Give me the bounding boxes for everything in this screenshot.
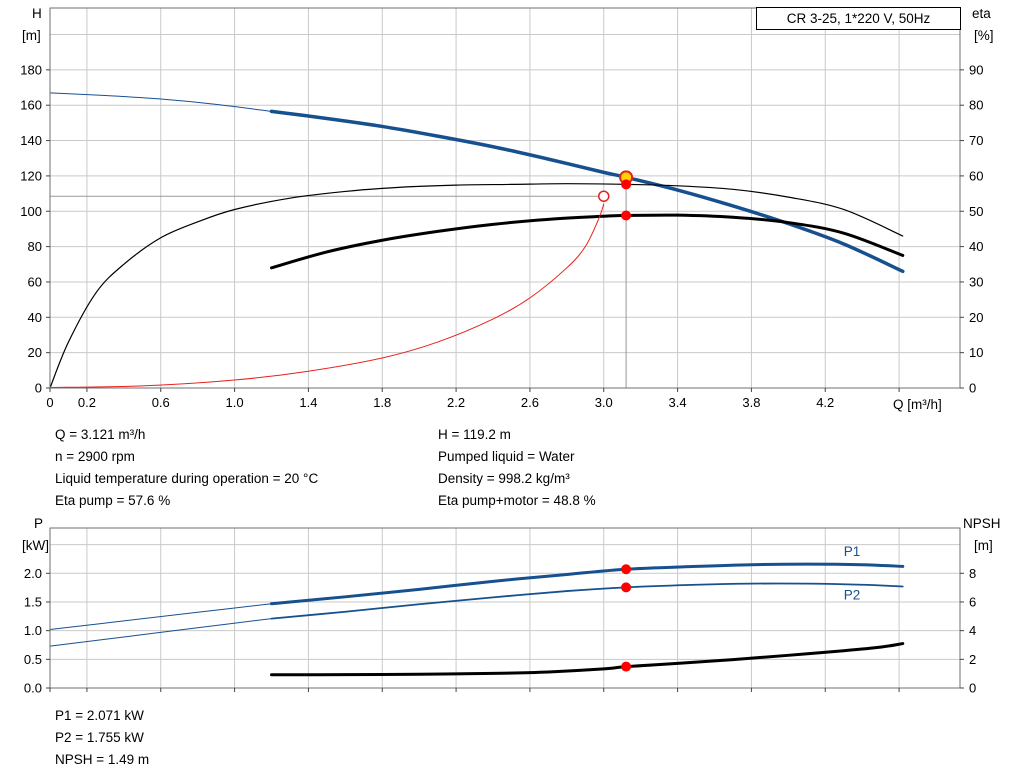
left-tick-label: 80 <box>28 239 42 254</box>
left-tick-label: 0.5 <box>24 652 42 667</box>
annotation-flow: Q = 3.121 m³/h <box>55 427 146 442</box>
curve-eta-pump <box>49 183 904 389</box>
annotation-density: Density = 998.2 kg/m³ <box>438 471 570 486</box>
x-tick-label: 3.8 <box>742 395 760 410</box>
left-tick-label: 0.0 <box>24 681 42 696</box>
right-tick-label: 40 <box>969 239 983 254</box>
curve-requested-duty-curve <box>49 203 605 388</box>
left-tick-label: 1.5 <box>24 594 42 609</box>
curve-p2-lead-in <box>49 618 273 647</box>
operating-data-right: H = 119.2 m Pumped liquid = Water Densit… <box>438 424 596 512</box>
requested-duty-point <box>598 190 610 202</box>
eta-axis-unit: [%] <box>974 28 994 43</box>
x-tick-label: 3.0 <box>595 395 613 410</box>
x-tick-label: 2.6 <box>521 395 539 410</box>
curve-head-QH <box>269 109 905 274</box>
annotation-p1: P1 = 2.071 kW <box>55 708 144 723</box>
right-tick-label: 30 <box>969 274 983 289</box>
duty-point-p2 <box>621 582 632 593</box>
left-tick-label: 140 <box>20 133 42 148</box>
right-tick-label: 6 <box>969 594 976 609</box>
left-tick-label: 1.0 <box>24 623 42 638</box>
duty-point-eta-pump <box>621 179 632 190</box>
x-tick-label: 0.2 <box>78 395 96 410</box>
curve-p2-power <box>270 582 904 620</box>
duty-point-npsh <box>621 661 632 672</box>
duty-point-p1 <box>621 564 632 575</box>
annotation-eta-pump-motor: Eta pump+motor = 48.8 % <box>438 493 596 508</box>
duty-point-eta-pump-motor <box>621 210 632 221</box>
p-axis-unit: [kW] <box>22 538 49 553</box>
npsh-axis-title: NPSH <box>963 516 1001 531</box>
right-tick-label: 20 <box>969 310 983 325</box>
right-tick-label: 60 <box>969 168 983 183</box>
annotation-eta-pump: Eta pump = 57.6 % <box>55 493 171 508</box>
power-npsh-chart: 0.0 0.5 1.0 1.5 2.0 0 2 4 6 8 P1 P2 <box>24 527 976 696</box>
left-tick-label: 20 <box>28 345 42 360</box>
annotation-speed: n = 2900 rpm <box>55 449 135 464</box>
x-tick-label: 0.6 <box>152 395 170 410</box>
right-tick-label: 0 <box>969 381 976 396</box>
right-tick-label: 2 <box>969 652 976 667</box>
annotation-liquid: Pumped liquid = Water <box>438 449 575 464</box>
h-axis-unit: [m] <box>22 28 41 43</box>
left-tick-label: 2.0 <box>24 566 42 581</box>
annotation-head: H = 119.2 m <box>438 427 511 442</box>
left-tick-label: 120 <box>20 168 42 183</box>
left-tick-label: 100 <box>20 204 42 219</box>
annotation-npsh: NPSH = 1.49 m <box>55 752 150 767</box>
curve-label-P2: P2 <box>844 588 861 603</box>
npsh-axis-unit: [m] <box>974 538 993 553</box>
right-tick-label: 80 <box>969 98 983 113</box>
annotation-p2: P2 = 1.755 kW <box>55 730 144 745</box>
x-tick-label: 1.8 <box>373 395 391 410</box>
left-tick-label: 40 <box>28 310 42 325</box>
x-tick-label: 1.4 <box>299 395 317 410</box>
right-tick-label: 70 <box>969 133 983 148</box>
x-tick-label: 4.2 <box>816 395 834 410</box>
left-tick-label: 0 <box>35 381 42 396</box>
right-tick-label: 0 <box>969 681 976 696</box>
annotation-temperature: Liquid temperature during operation = 20… <box>55 471 319 486</box>
curve-p1-lead-in <box>49 603 273 631</box>
curve-eta-pump-motor <box>270 213 905 270</box>
pump-model-box: CR 3-25, 1*220 V, 50Hz <box>756 7 961 30</box>
right-tick-label: 90 <box>969 62 983 77</box>
right-tick-label: 10 <box>969 345 983 360</box>
left-tick-label: 60 <box>28 274 42 289</box>
eta-axis-title: eta <box>972 6 991 21</box>
left-tick-label: 180 <box>20 62 42 77</box>
operating-data-left: Q = 3.121 m³/h n = 2900 rpm Liquid tempe… <box>55 424 318 512</box>
power-data: P1 = 2.071 kW P2 = 1.755 kW NPSH = 1.49 … <box>55 705 149 771</box>
q-axis-title: Q [m³/h] <box>893 397 942 412</box>
right-tick-label: 4 <box>969 623 976 638</box>
x-tick-label: 0 <box>46 395 53 410</box>
curve-head-lead-in <box>49 92 273 112</box>
x-tick-label: 1.0 <box>226 395 244 410</box>
qh-eta-chart: 0 0.2 0.6 1.0 1.4 1.8 2.2 2.6 3.0 3.4 3.8 4.2 0 20 40 6… <box>20 7 983 410</box>
h-axis-title: H <box>32 6 42 21</box>
left-tick-label: 160 <box>20 98 42 113</box>
x-tick-label: 3.4 <box>669 395 687 410</box>
right-tick-label: 50 <box>969 204 983 219</box>
right-tick-label: 8 <box>969 566 976 581</box>
x-tick-label: 2.2 <box>447 395 465 410</box>
curve-label-P1: P1 <box>844 544 861 559</box>
p-axis-title: P <box>34 516 44 531</box>
